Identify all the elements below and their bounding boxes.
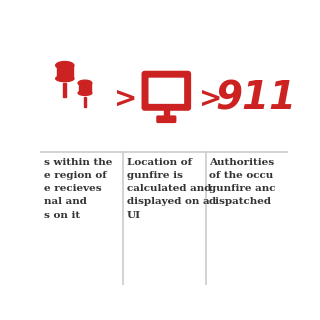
Text: s within the
e region of
e recieves
nal and
s on it: s within the e region of e recieves nal … [44, 158, 112, 220]
Bar [57, 65, 73, 78]
Text: Authorities
of the occu
gunfire anc
dispatched: Authorities of the occu gunfire anc disp… [209, 158, 276, 206]
Bar [84, 97, 86, 107]
Text: Location of
gunfire is
calculated and
displayed on a
UI: Location of gunfire is calculated and di… [127, 158, 211, 220]
Ellipse shape [78, 80, 92, 86]
Ellipse shape [56, 76, 74, 82]
Ellipse shape [56, 61, 74, 69]
Ellipse shape [78, 91, 92, 95]
FancyBboxPatch shape [141, 71, 191, 111]
Bar [63, 84, 66, 97]
Text: >: > [114, 84, 137, 112]
Text: 911: 911 [215, 79, 296, 117]
FancyBboxPatch shape [148, 78, 184, 104]
Bar [79, 83, 91, 93]
FancyBboxPatch shape [156, 116, 176, 123]
Bar [164, 110, 169, 118]
Text: >: > [199, 84, 222, 112]
